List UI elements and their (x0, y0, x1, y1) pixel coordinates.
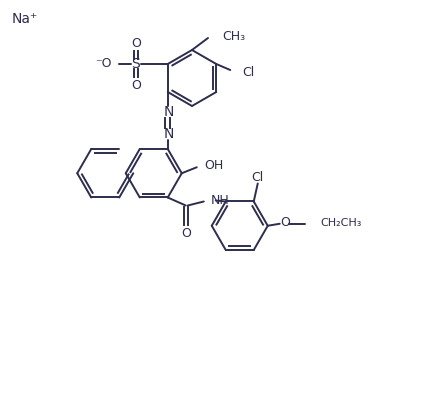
Text: N: N (164, 105, 174, 119)
Text: Na⁺: Na⁺ (12, 12, 38, 26)
Text: CH₂CH₃: CH₂CH₃ (321, 218, 362, 228)
Text: OH: OH (204, 159, 223, 172)
Text: ⁻O: ⁻O (95, 56, 112, 69)
Text: O: O (131, 37, 141, 50)
Text: Cl: Cl (242, 65, 254, 78)
Text: CH₃: CH₃ (222, 30, 245, 43)
Text: Cl: Cl (252, 171, 264, 184)
Text: O: O (280, 216, 289, 229)
Text: S: S (131, 57, 140, 71)
Text: NH: NH (211, 194, 230, 207)
Text: O: O (181, 227, 191, 240)
Text: O: O (131, 78, 141, 91)
Text: N: N (164, 127, 174, 141)
